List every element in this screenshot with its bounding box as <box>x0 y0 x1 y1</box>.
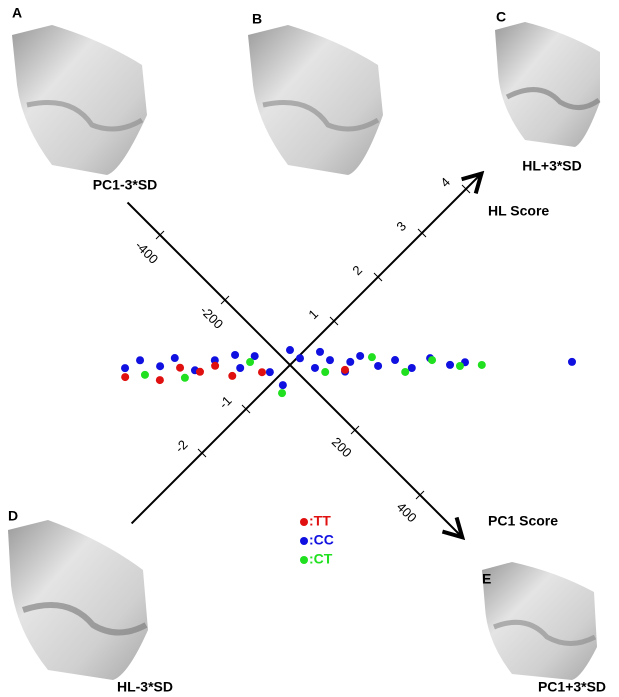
y-tick-label: -1 <box>216 393 235 412</box>
x-axis-title: PC1 Score <box>488 513 558 529</box>
point <box>391 356 399 364</box>
point <box>286 346 294 354</box>
panel-letter: D <box>8 508 18 524</box>
lip-image-a <box>12 25 147 175</box>
point <box>211 362 219 370</box>
point <box>171 354 179 362</box>
point <box>141 371 149 379</box>
point <box>428 356 436 364</box>
legend-marker <box>300 518 308 526</box>
point <box>176 364 184 372</box>
point <box>156 362 164 370</box>
y-axis <box>132 174 482 524</box>
point <box>456 362 464 370</box>
point <box>341 366 349 374</box>
x-tick-label: -200 <box>197 303 226 332</box>
point <box>156 376 164 384</box>
point <box>374 362 382 370</box>
point <box>296 354 304 362</box>
point <box>266 368 274 376</box>
point <box>568 358 576 366</box>
point <box>121 364 129 372</box>
point <box>278 389 286 397</box>
point <box>316 348 324 356</box>
legend-marker <box>300 556 308 564</box>
panel-letter: A <box>12 5 22 21</box>
lip-image-e <box>482 562 597 680</box>
y-tick-label: -2 <box>172 437 191 456</box>
point <box>401 368 409 376</box>
point <box>121 373 129 381</box>
legend-label: :CT <box>309 551 333 567</box>
point <box>346 358 354 366</box>
y-tick-label: 2 <box>349 262 365 278</box>
point <box>368 353 376 361</box>
point <box>311 364 319 372</box>
point <box>228 372 236 380</box>
lip-image-c <box>495 22 600 147</box>
figure: A B C D E PC1-3*SD HL+3*SD HL-3*SD PC1+3… <box>0 0 619 697</box>
panel-letter: B <box>252 11 262 27</box>
panel-caption: HL+3*SD <box>522 158 582 174</box>
legend-label: :CC <box>309 532 334 548</box>
point <box>236 364 244 372</box>
x-tick-label: 200 <box>329 434 355 460</box>
point <box>356 352 364 360</box>
point <box>231 351 239 359</box>
point <box>181 374 189 382</box>
point <box>258 368 266 376</box>
x-tick-label: 400 <box>394 499 420 525</box>
point <box>321 368 329 376</box>
legend-label: :TT <box>309 513 331 529</box>
point <box>279 381 287 389</box>
panel-caption: HL-3*SD <box>117 679 173 695</box>
y-tick-label: 4 <box>437 174 453 190</box>
point <box>196 368 204 376</box>
y-tick-label: 3 <box>393 218 409 234</box>
point <box>326 356 334 364</box>
point <box>446 361 454 369</box>
y-tick-label: 1 <box>305 306 321 322</box>
lip-image-b <box>248 25 383 175</box>
point <box>478 361 486 369</box>
point <box>246 358 254 366</box>
panel-caption: PC1-3*SD <box>93 177 158 193</box>
x-tick-label: -400 <box>132 238 161 267</box>
panel-caption: PC1+3*SD <box>538 679 606 695</box>
y-axis-title: HL Score <box>488 203 549 219</box>
panel-letter: E <box>482 571 491 587</box>
point <box>136 356 144 364</box>
legend-marker <box>300 537 308 545</box>
lip-image-d <box>8 520 148 680</box>
panel-letter: C <box>496 9 506 25</box>
